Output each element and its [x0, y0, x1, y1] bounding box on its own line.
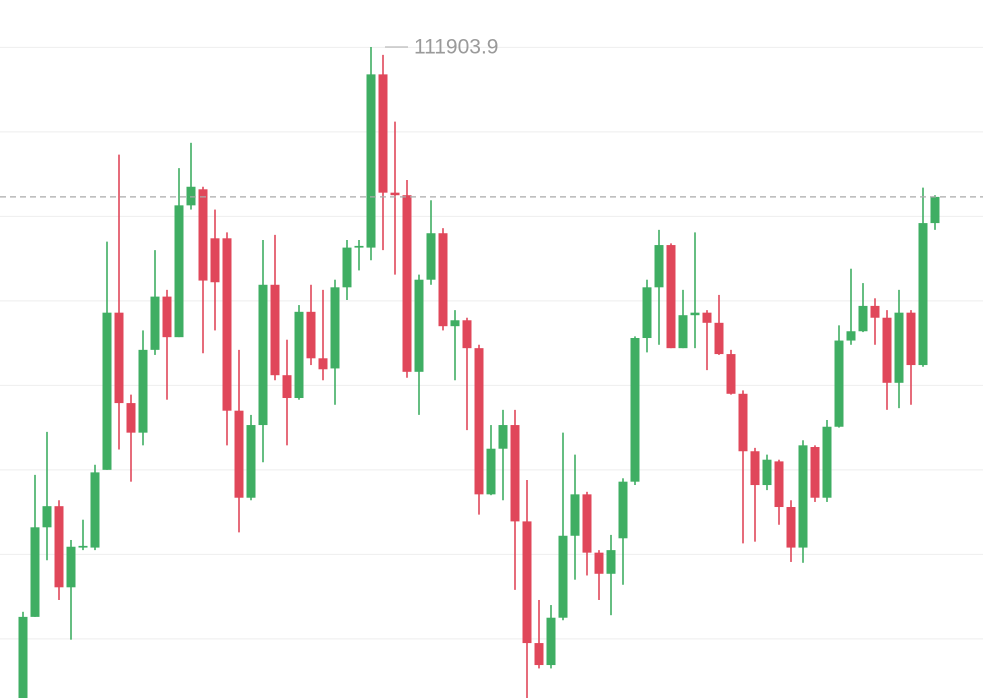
candle-body: [786, 507, 796, 548]
candle-body: [678, 315, 688, 349]
candle-body: [270, 284, 280, 376]
candle-body: [510, 425, 520, 522]
candle-body: [126, 403, 136, 433]
candle-body: [426, 233, 436, 280]
candle-body: [714, 322, 724, 355]
candle-body: [726, 354, 736, 394]
candle-body: [930, 196, 940, 224]
candle-body: [222, 238, 232, 411]
candle-body: [342, 247, 352, 288]
candle-body: [258, 284, 268, 426]
candle-body: [558, 535, 568, 618]
candle-body: [234, 410, 244, 498]
candle-body: [570, 494, 580, 536]
candle-body: [918, 223, 928, 366]
candle-body: [534, 643, 544, 666]
candle-body: [906, 312, 916, 366]
candle-body: [522, 521, 532, 644]
candle-body: [246, 425, 256, 498]
candle-body: [438, 233, 448, 327]
candle-body: [402, 195, 412, 372]
candle-body: [498, 425, 508, 449]
candle-body: [810, 447, 820, 498]
candle-body: [546, 617, 556, 666]
candle-body: [66, 546, 76, 588]
candle-body: [282, 375, 292, 399]
candle-body: [582, 494, 592, 553]
candle-body: [30, 527, 40, 617]
candle-body: [834, 340, 844, 427]
candle-body: [174, 205, 184, 338]
candle-body: [378, 74, 388, 193]
candle-body: [846, 331, 856, 341]
candle-body: [774, 461, 784, 508]
candle-body: [114, 312, 124, 404]
candle-body: [150, 296, 160, 350]
candle-body: [822, 426, 832, 498]
candle-body: [474, 348, 484, 495]
candle-body: [762, 459, 772, 486]
candle-body: [78, 545, 88, 548]
candle-body: [42, 506, 52, 528]
candle-body: [306, 311, 316, 359]
candle-body: [750, 451, 760, 486]
candle-body: [210, 238, 220, 283]
candle-body: [594, 552, 604, 574]
candle-body: [894, 312, 904, 383]
candle-body: [618, 481, 628, 539]
candle-body: [162, 296, 172, 338]
candle-body: [882, 317, 892, 383]
candle-body: [630, 338, 640, 482]
candle-body: [102, 312, 112, 470]
candle-body: [366, 74, 376, 248]
candle-body: [90, 472, 100, 548]
candle-body: [330, 287, 340, 369]
candle-body: [606, 550, 616, 574]
candle-body: [738, 393, 748, 452]
candle-body: [354, 245, 364, 248]
candle-body: [294, 311, 304, 399]
candle-body: [798, 445, 808, 548]
candle-body: [666, 245, 676, 349]
overlay: 111903.9: [0, 36, 983, 198]
candle-body: [450, 320, 460, 327]
candle-body: [858, 305, 868, 332]
candle-body: [18, 616, 28, 698]
candles: [18, 46, 940, 698]
high-label: 111903.9: [414, 36, 498, 59]
candle-body: [642, 287, 652, 339]
candle-body: [702, 312, 712, 323]
candle-body: [318, 358, 328, 370]
candle-body: [414, 279, 424, 372]
candle-body: [186, 186, 196, 206]
candle-body: [654, 245, 664, 288]
candle-body: [486, 448, 496, 495]
candle-body: [690, 312, 700, 316]
candle-body: [390, 192, 400, 196]
candle-body: [462, 320, 472, 349]
candle-body: [870, 305, 880, 318]
candle-body: [138, 349, 148, 433]
candle-body: [54, 506, 64, 588]
candle-body: [198, 189, 208, 281]
